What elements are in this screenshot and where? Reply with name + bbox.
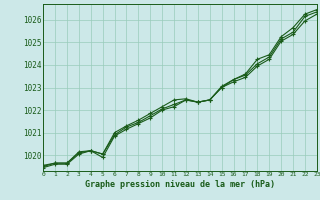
X-axis label: Graphe pression niveau de la mer (hPa): Graphe pression niveau de la mer (hPa): [85, 180, 275, 189]
